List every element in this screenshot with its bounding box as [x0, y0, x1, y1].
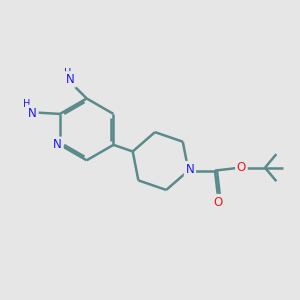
- Text: O: O: [213, 196, 223, 208]
- Text: H: H: [64, 68, 71, 78]
- Text: N: N: [53, 138, 62, 151]
- Text: O: O: [237, 161, 246, 174]
- Text: N: N: [66, 73, 75, 86]
- Text: N: N: [28, 106, 37, 119]
- Text: H: H: [23, 99, 30, 109]
- Text: N: N: [185, 163, 194, 176]
